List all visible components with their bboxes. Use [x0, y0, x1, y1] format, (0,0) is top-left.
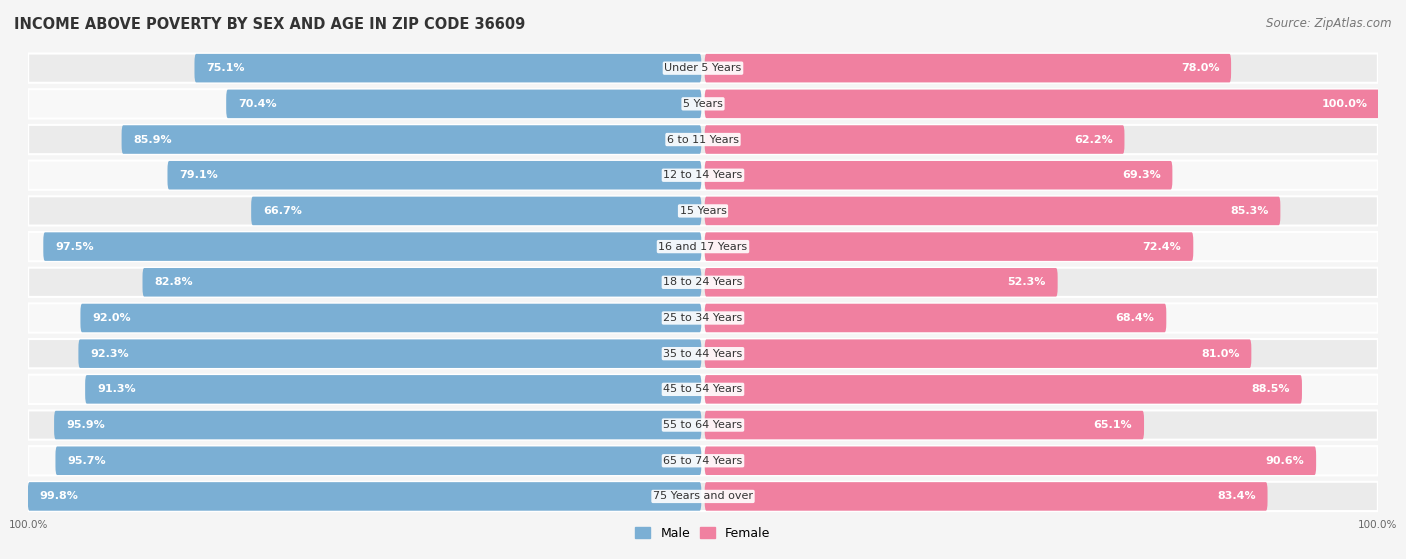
- Text: 99.8%: 99.8%: [39, 491, 79, 501]
- Text: 5 Years: 5 Years: [683, 99, 723, 109]
- FancyBboxPatch shape: [704, 447, 1316, 475]
- Text: 95.7%: 95.7%: [67, 456, 105, 466]
- FancyBboxPatch shape: [28, 268, 1378, 297]
- FancyBboxPatch shape: [704, 411, 1144, 439]
- FancyBboxPatch shape: [194, 54, 702, 82]
- Text: 85.9%: 85.9%: [134, 135, 172, 145]
- Text: 92.0%: 92.0%: [93, 313, 131, 323]
- Text: 72.4%: 72.4%: [1143, 241, 1181, 252]
- FancyBboxPatch shape: [28, 54, 1378, 83]
- FancyBboxPatch shape: [44, 233, 702, 261]
- Text: 68.4%: 68.4%: [1115, 313, 1154, 323]
- FancyBboxPatch shape: [28, 125, 1378, 154]
- Text: 91.3%: 91.3%: [97, 385, 135, 394]
- Text: 62.2%: 62.2%: [1074, 135, 1112, 145]
- Text: 55 to 64 Years: 55 to 64 Years: [664, 420, 742, 430]
- Text: 79.1%: 79.1%: [180, 170, 218, 180]
- Text: INCOME ABOVE POVERTY BY SEX AND AGE IN ZIP CODE 36609: INCOME ABOVE POVERTY BY SEX AND AGE IN Z…: [14, 17, 526, 32]
- Text: 95.9%: 95.9%: [66, 420, 104, 430]
- FancyBboxPatch shape: [28, 482, 702, 511]
- Text: 81.0%: 81.0%: [1201, 349, 1240, 359]
- FancyBboxPatch shape: [226, 89, 702, 118]
- Text: 90.6%: 90.6%: [1265, 456, 1305, 466]
- Text: 18 to 24 Years: 18 to 24 Years: [664, 277, 742, 287]
- Text: 85.3%: 85.3%: [1230, 206, 1268, 216]
- Text: 100.0%: 100.0%: [1322, 99, 1368, 109]
- FancyBboxPatch shape: [704, 54, 1232, 82]
- FancyBboxPatch shape: [704, 339, 1251, 368]
- Text: 16 and 17 Years: 16 and 17 Years: [658, 241, 748, 252]
- FancyBboxPatch shape: [704, 482, 1268, 511]
- FancyBboxPatch shape: [28, 89, 1378, 119]
- Legend: Male, Female: Male, Female: [630, 522, 776, 545]
- Text: 35 to 44 Years: 35 to 44 Years: [664, 349, 742, 359]
- FancyBboxPatch shape: [28, 375, 1378, 404]
- FancyBboxPatch shape: [704, 233, 1194, 261]
- FancyBboxPatch shape: [80, 304, 702, 332]
- Text: 70.4%: 70.4%: [238, 99, 277, 109]
- Text: 83.4%: 83.4%: [1218, 491, 1256, 501]
- Text: 78.0%: 78.0%: [1181, 63, 1219, 73]
- FancyBboxPatch shape: [28, 304, 1378, 333]
- FancyBboxPatch shape: [55, 447, 702, 475]
- Text: 15 Years: 15 Years: [679, 206, 727, 216]
- FancyBboxPatch shape: [704, 197, 1281, 225]
- FancyBboxPatch shape: [167, 161, 702, 190]
- Text: 92.3%: 92.3%: [90, 349, 129, 359]
- Text: 88.5%: 88.5%: [1251, 385, 1291, 394]
- Text: 12 to 14 Years: 12 to 14 Years: [664, 170, 742, 180]
- FancyBboxPatch shape: [28, 160, 1378, 190]
- Text: 65.1%: 65.1%: [1094, 420, 1132, 430]
- Text: 75 Years and over: 75 Years and over: [652, 491, 754, 501]
- FancyBboxPatch shape: [252, 197, 702, 225]
- FancyBboxPatch shape: [28, 446, 1378, 475]
- FancyBboxPatch shape: [142, 268, 702, 297]
- Text: 6 to 11 Years: 6 to 11 Years: [666, 135, 740, 145]
- Text: 97.5%: 97.5%: [55, 241, 94, 252]
- FancyBboxPatch shape: [28, 410, 1378, 440]
- FancyBboxPatch shape: [28, 232, 1378, 261]
- FancyBboxPatch shape: [704, 125, 1125, 154]
- FancyBboxPatch shape: [28, 196, 1378, 225]
- Text: 25 to 34 Years: 25 to 34 Years: [664, 313, 742, 323]
- Text: 65 to 74 Years: 65 to 74 Years: [664, 456, 742, 466]
- FancyBboxPatch shape: [704, 375, 1302, 404]
- Text: 66.7%: 66.7%: [263, 206, 302, 216]
- FancyBboxPatch shape: [121, 125, 702, 154]
- FancyBboxPatch shape: [704, 304, 1167, 332]
- FancyBboxPatch shape: [79, 339, 702, 368]
- FancyBboxPatch shape: [28, 339, 1378, 368]
- FancyBboxPatch shape: [86, 375, 702, 404]
- FancyBboxPatch shape: [704, 89, 1379, 118]
- Text: 82.8%: 82.8%: [155, 277, 193, 287]
- FancyBboxPatch shape: [53, 411, 702, 439]
- Text: 69.3%: 69.3%: [1122, 170, 1160, 180]
- Text: 45 to 54 Years: 45 to 54 Years: [664, 385, 742, 394]
- Text: Under 5 Years: Under 5 Years: [665, 63, 741, 73]
- FancyBboxPatch shape: [28, 482, 1378, 511]
- Text: 52.3%: 52.3%: [1008, 277, 1046, 287]
- Text: Source: ZipAtlas.com: Source: ZipAtlas.com: [1267, 17, 1392, 30]
- Text: 75.1%: 75.1%: [207, 63, 245, 73]
- FancyBboxPatch shape: [704, 268, 1057, 297]
- FancyBboxPatch shape: [704, 161, 1173, 190]
